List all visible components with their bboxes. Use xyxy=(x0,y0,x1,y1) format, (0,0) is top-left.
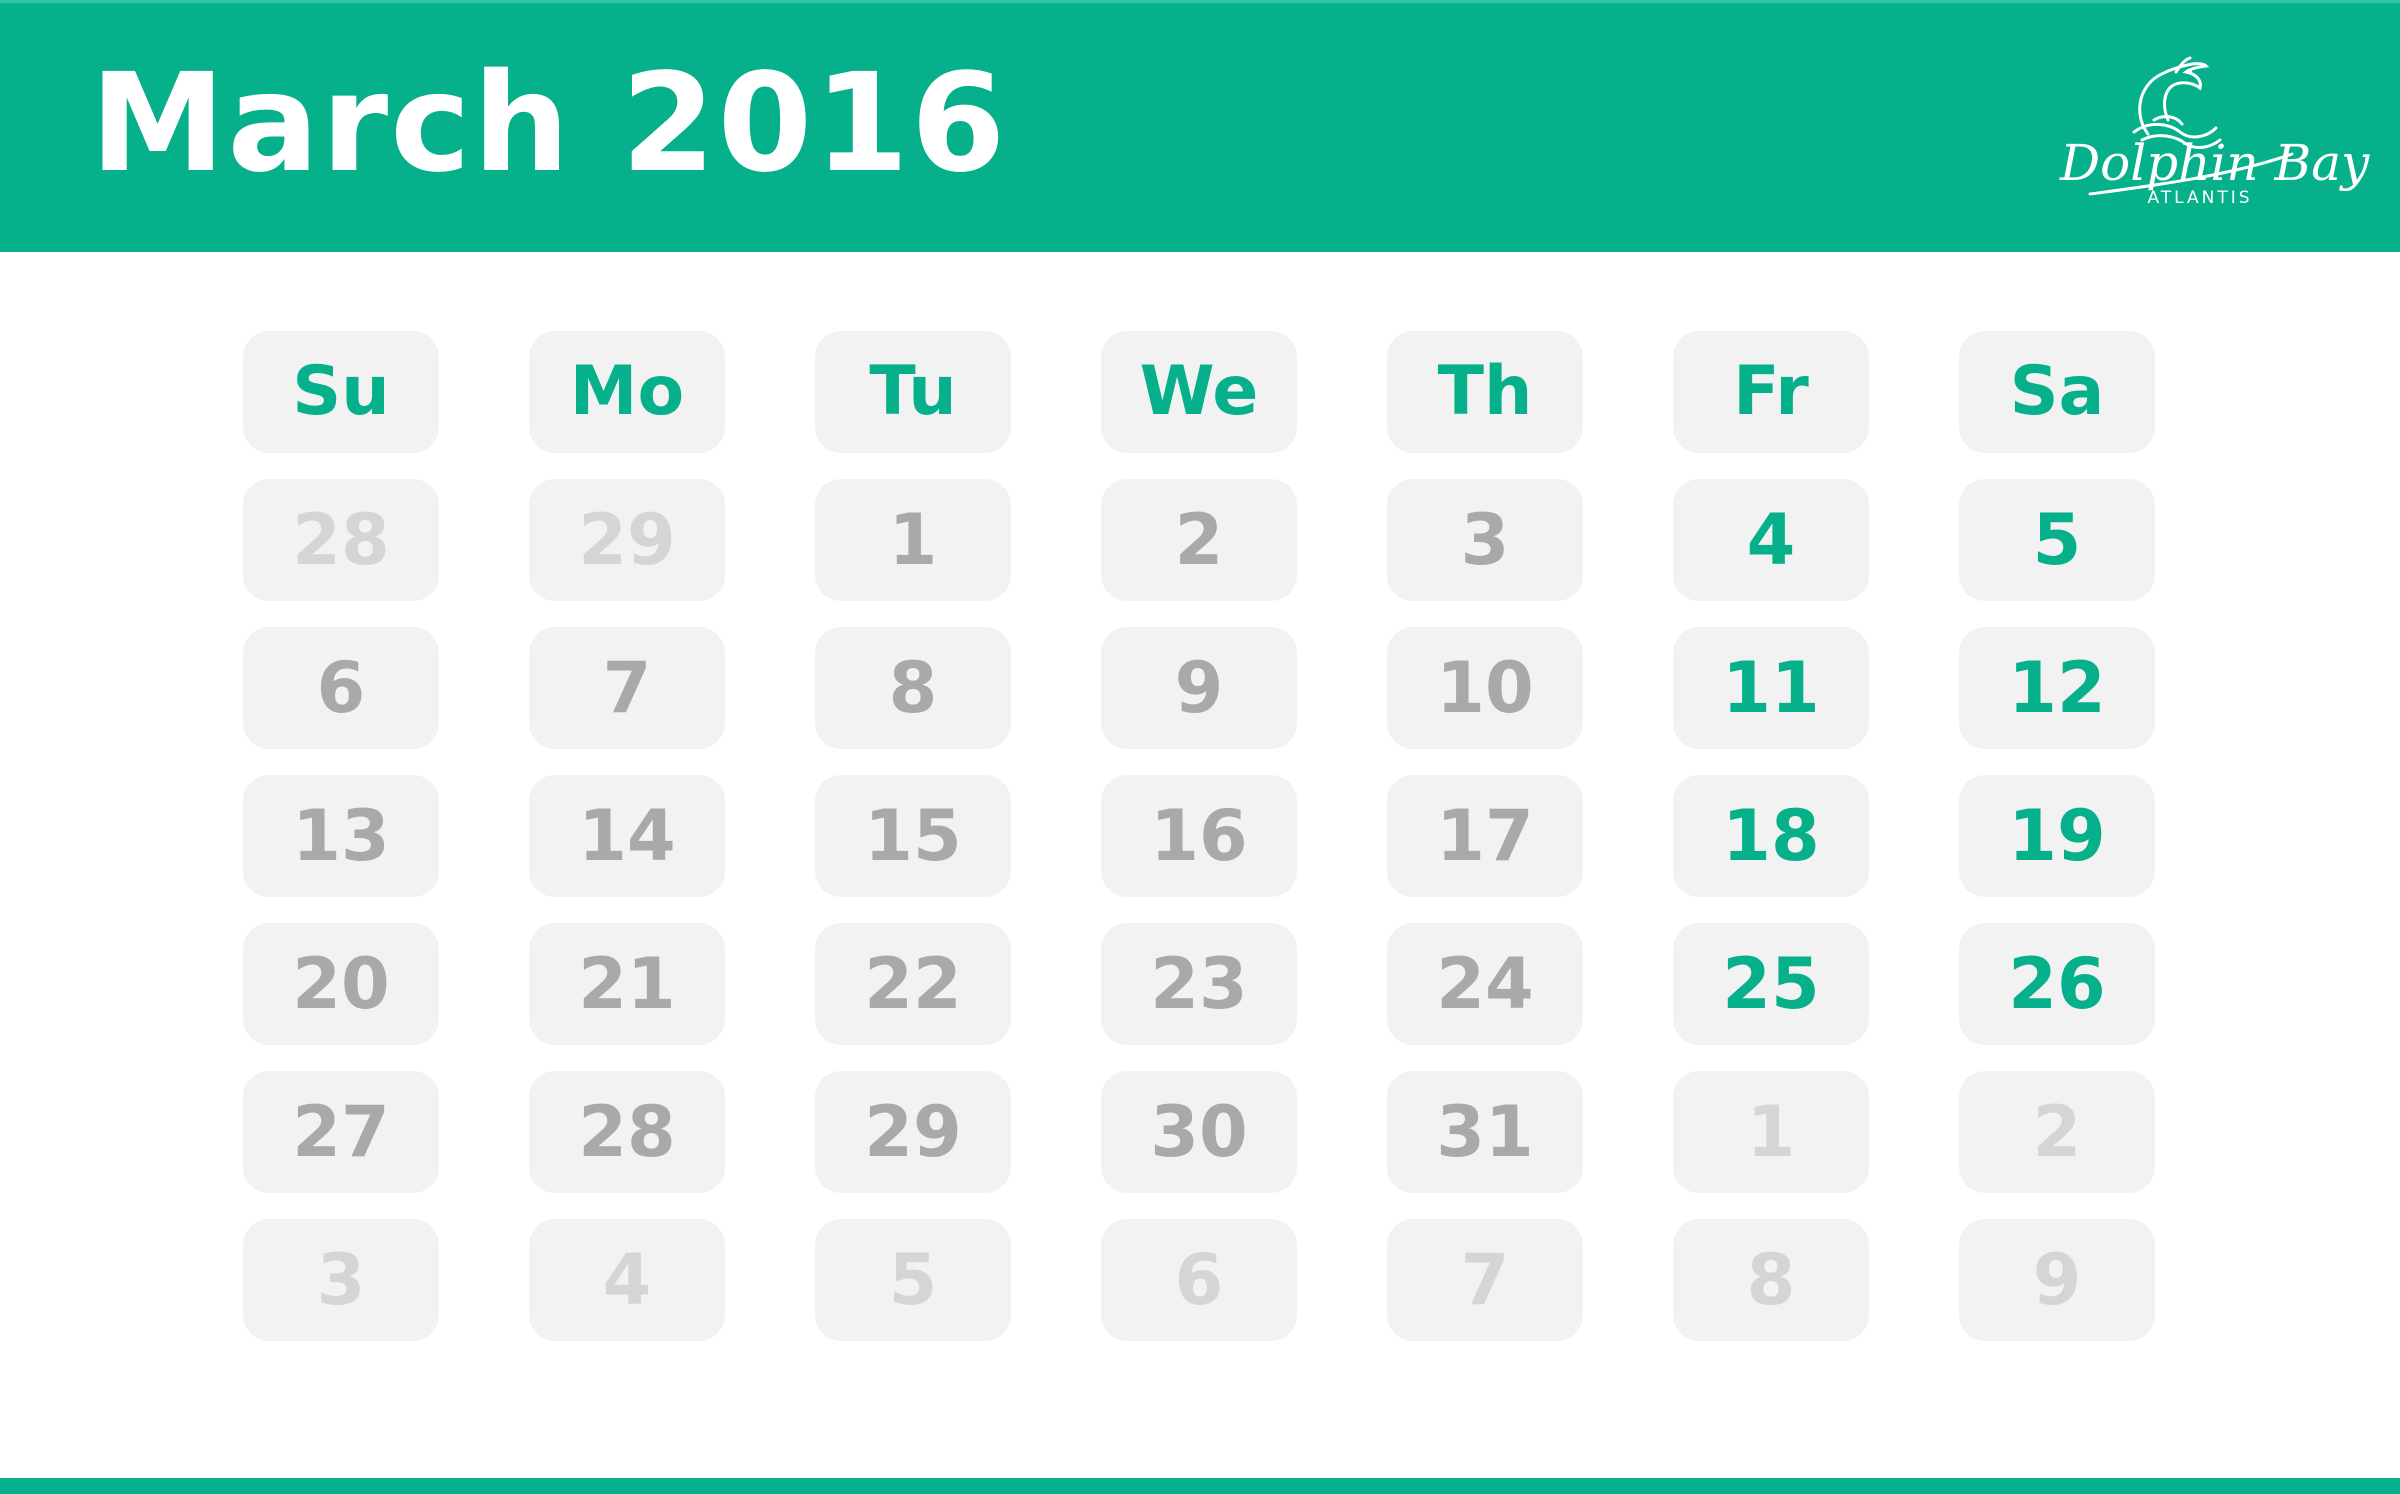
calendar-day-outside-month[interactable]: 9 xyxy=(1959,1219,2155,1341)
calendar-day[interactable]: 30 xyxy=(1101,1071,1297,1193)
calendar-day[interactable]: 4 xyxy=(1673,479,1869,601)
calendar-day[interactable]: 11 xyxy=(1673,627,1869,749)
calendar-day-outside-month[interactable]: 29 xyxy=(529,479,725,601)
calendar-day[interactable]: 19 xyxy=(1959,775,2155,897)
calendar-day[interactable]: 5 xyxy=(1959,479,2155,601)
calendar-day[interactable]: 2 xyxy=(1101,479,1297,601)
weekday-header-su: Su xyxy=(243,331,439,453)
calendar-day-outside-month[interactable]: 4 xyxy=(529,1219,725,1341)
weekday-header-fr: Fr xyxy=(1673,331,1869,453)
footer-bar xyxy=(0,1478,2400,1494)
weekday-header-sa: Sa xyxy=(1959,331,2155,453)
calendar-day[interactable]: 17 xyxy=(1387,775,1583,897)
calendar-day-outside-month[interactable]: 6 xyxy=(1101,1219,1297,1341)
weekday-header-tu: Tu xyxy=(815,331,1011,453)
page-title: March 2016 xyxy=(90,45,1008,203)
calendar-day[interactable]: 15 xyxy=(815,775,1011,897)
calendar-day[interactable]: 10 xyxy=(1387,627,1583,749)
header-top-line xyxy=(0,0,2400,3)
calendar-day-outside-month[interactable]: 3 xyxy=(243,1219,439,1341)
calendar-day[interactable]: 1 xyxy=(815,479,1011,601)
header-bar: March 2016 Dolphin Bay ATLANTIS xyxy=(0,0,2400,252)
calendar-day-outside-month[interactable]: 28 xyxy=(243,479,439,601)
calendar-grid: Su Mo Tu We Th Fr Sa 28 29 1 2 3 4 5 6 7 8 9 10 11 12 13 14 15 1… xyxy=(243,331,2155,1341)
calendar-day[interactable]: 9 xyxy=(1101,627,1297,749)
calendar-day[interactable]: 25 xyxy=(1673,923,1869,1045)
calendar-day[interactable]: 31 xyxy=(1387,1071,1583,1193)
calendar-day[interactable]: 14 xyxy=(529,775,725,897)
calendar-day[interactable]: 6 xyxy=(243,627,439,749)
brand-subtitle: ATLANTIS xyxy=(2147,188,2253,208)
calendar-day[interactable]: 13 xyxy=(243,775,439,897)
brand-name: Dolphin Bay xyxy=(2060,134,2370,192)
calendar-day[interactable]: 20 xyxy=(243,923,439,1045)
calendar-day[interactable]: 24 xyxy=(1387,923,1583,1045)
weekday-header-we: We xyxy=(1101,331,1297,453)
calendar-day[interactable]: 23 xyxy=(1101,923,1297,1045)
calendar-day[interactable]: 18 xyxy=(1673,775,1869,897)
calendar-day[interactable]: 27 xyxy=(243,1071,439,1193)
weekday-header-mo: Mo xyxy=(529,331,725,453)
weekday-header-th: Th xyxy=(1387,331,1583,453)
calendar-day[interactable]: 3 xyxy=(1387,479,1583,601)
calendar-day-outside-month[interactable]: 5 xyxy=(815,1219,1011,1341)
calendar-day[interactable]: 26 xyxy=(1959,923,2155,1045)
calendar-day[interactable]: 28 xyxy=(529,1071,725,1193)
calendar-day[interactable]: 29 xyxy=(815,1071,1011,1193)
calendar-day[interactable]: 7 xyxy=(529,627,725,749)
calendar-day-outside-month[interactable]: 1 xyxy=(1673,1071,1869,1193)
calendar-day[interactable]: 22 xyxy=(815,923,1011,1045)
calendar-day[interactable]: 8 xyxy=(815,627,1011,749)
calendar-day[interactable]: 16 xyxy=(1101,775,1297,897)
calendar-day-outside-month[interactable]: 7 xyxy=(1387,1219,1583,1341)
brand-logo: Dolphin Bay ATLANTIS xyxy=(2030,36,2370,216)
dolphin-logo-icon xyxy=(2088,56,2294,196)
calendar-day[interactable]: 21 xyxy=(529,923,725,1045)
calendar-day-outside-month[interactable]: 8 xyxy=(1673,1219,1869,1341)
calendar-day[interactable]: 12 xyxy=(1959,627,2155,749)
calendar-day-outside-month[interactable]: 2 xyxy=(1959,1071,2155,1193)
